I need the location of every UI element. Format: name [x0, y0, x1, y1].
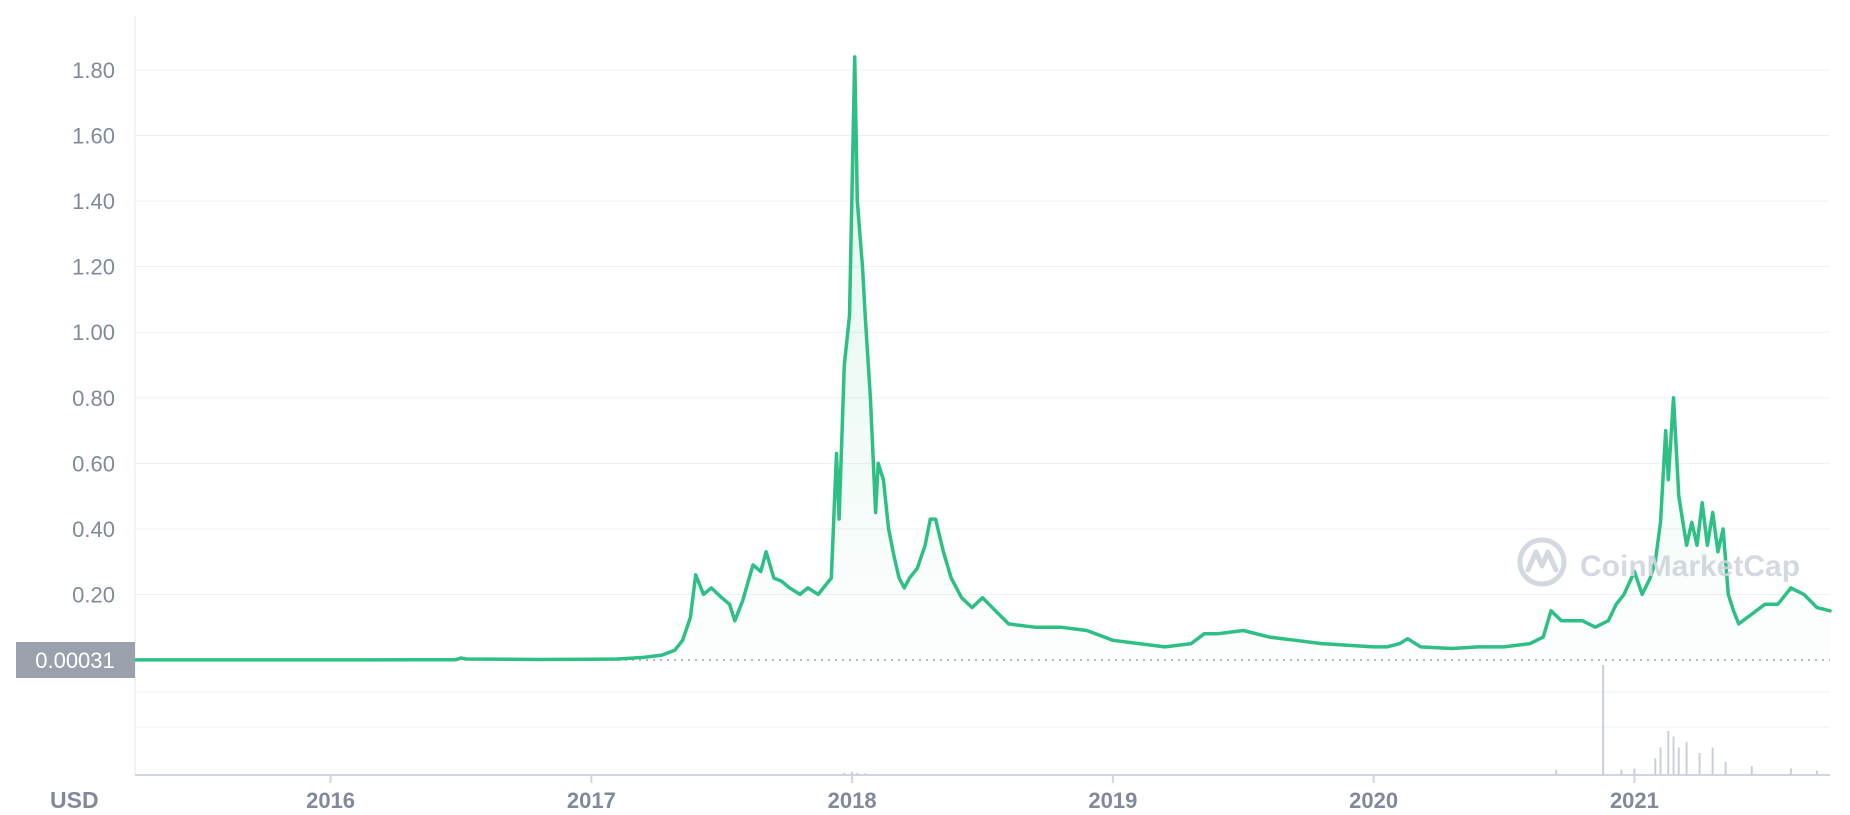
volume-bar: [1659, 747, 1662, 775]
volume-bar: [1620, 769, 1623, 775]
volume-bar: [856, 772, 859, 775]
y-tick-label: 1.40: [72, 189, 115, 214]
volume-bar: [1685, 742, 1688, 775]
volume-bar: [1815, 770, 1818, 775]
area-layer: [135, 56, 1830, 660]
y-tick-label: 0.80: [72, 386, 115, 411]
volume-bar: [843, 772, 846, 775]
volume-bar: [1667, 731, 1670, 775]
watermark-text: CoinMarketCap: [1580, 550, 1800, 583]
price-line: [133, 55, 1832, 662]
y-tick-label: 1.60: [72, 124, 115, 149]
y-tick-label: 1.00: [72, 320, 115, 345]
y-tick-label: 1.20: [72, 255, 115, 280]
y-tick-label: 0.60: [72, 451, 115, 476]
volume-bar: [1750, 766, 1753, 775]
x-tick-label: 2016: [306, 788, 355, 810]
current-price-tag: 0.00031: [16, 642, 135, 678]
coinmarketcap-logo-icon: [1517, 537, 1567, 587]
x-tick-label: 2020: [1349, 788, 1398, 810]
volume-layer: [843, 665, 1818, 775]
volume-bar: [1654, 758, 1657, 775]
volume-bar: [1789, 768, 1792, 775]
volume-bar: [1724, 761, 1727, 775]
line-layer: [133, 55, 1832, 662]
volume-bar: [1672, 736, 1675, 775]
x-tick-label: 2017: [567, 788, 616, 810]
price-area: [135, 56, 1830, 660]
x-tick-label: 2018: [828, 788, 877, 810]
currency-label: USD: [50, 787, 99, 810]
volume-bar: [1633, 768, 1636, 775]
current-price-label: 0.00031: [35, 648, 115, 673]
y-tick-label: 1.80: [72, 58, 115, 83]
volume-bar: [1602, 665, 1605, 775]
volume-bar: [864, 773, 867, 775]
volume-bar: [1698, 753, 1701, 775]
volume-bar: [1711, 747, 1714, 775]
axis-layer: 0.20 0.40 0.60 0.80 1.00 1.20 1.40 1.60 1.80 2016…: [72, 58, 1659, 813]
y-tick-label: 0.40: [72, 517, 115, 542]
volume-bar: [1677, 747, 1680, 775]
y-tick-label: 0.20: [72, 582, 115, 607]
volume-bar: [1555, 769, 1558, 775]
watermark: CoinMarketCap: [1517, 537, 1800, 587]
x-tick-label: 2021: [1610, 788, 1659, 810]
volume-bar: [851, 771, 854, 775]
x-tick-label: 2019: [1088, 788, 1137, 810]
